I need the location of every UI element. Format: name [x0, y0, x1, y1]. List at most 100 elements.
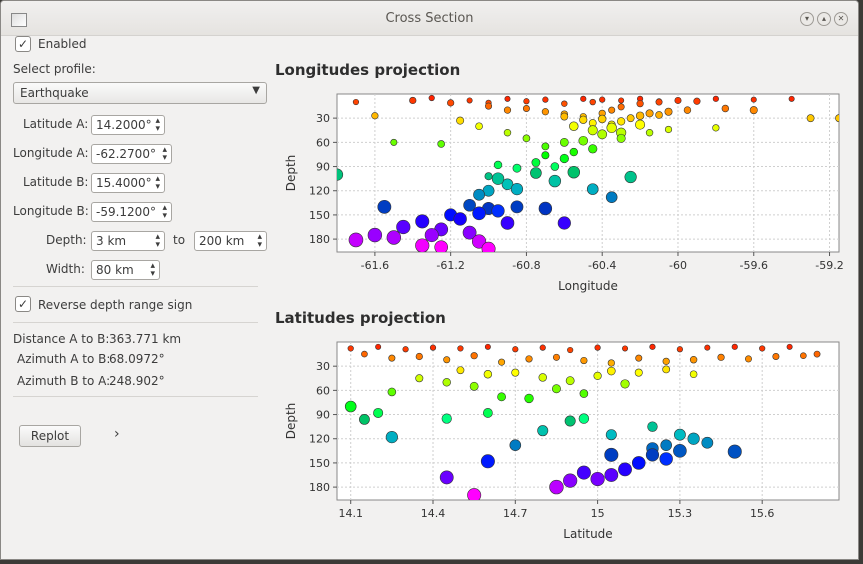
- longitude-a-spinbox[interactable]: -62.2700° ▴ ▾: [91, 144, 172, 164]
- lon-point: [645, 109, 654, 118]
- lat-point: [347, 345, 354, 352]
- lon-point: [500, 216, 515, 230]
- lon-point: [484, 172, 493, 181]
- lon-x-tick-label: -61.2: [436, 259, 464, 272]
- lat-point: [607, 366, 616, 376]
- lat-point: [689, 370, 698, 379]
- longitude-b-spinbox[interactable]: -59.1200° ▴ ▾: [91, 202, 172, 222]
- lon-point: [835, 114, 839, 123]
- lon-point: [473, 188, 485, 201]
- lat-point: [813, 350, 821, 358]
- lat-point: [622, 345, 629, 352]
- lat-point: [549, 479, 564, 495]
- lat-point: [689, 356, 698, 364]
- latitude-b-spinbox[interactable]: 15.4000° ▴ ▾: [91, 173, 165, 193]
- close-button[interactable]: ✕: [834, 12, 848, 26]
- lon-point: [569, 147, 578, 157]
- lat-point: [647, 421, 658, 432]
- lat-point: [415, 352, 423, 361]
- lon-point: [471, 234, 487, 249]
- lat-point: [649, 343, 656, 350]
- lon-point: [424, 228, 439, 243]
- lon-point: [510, 183, 524, 196]
- expand-arrow-icon[interactable]: ›: [114, 426, 120, 442]
- lon-point: [386, 230, 402, 245]
- lon-point: [598, 114, 607, 124]
- lat-point: [687, 432, 700, 445]
- lon-point: [447, 99, 455, 107]
- lat-point: [375, 343, 382, 350]
- reverse-depth-checkbox[interactable]: ✓: [15, 296, 31, 312]
- lon-point: [390, 138, 398, 146]
- lon-x-axis-label: Longitude: [558, 279, 618, 293]
- longitudes-plot-title: Longitudes projection: [275, 61, 461, 79]
- lon-point: [655, 98, 663, 106]
- lon-point: [538, 201, 553, 216]
- lon-point: [371, 112, 379, 120]
- lat-point: [524, 393, 534, 404]
- lat-point: [359, 413, 370, 425]
- lat-y-tick-label: 30: [316, 360, 330, 373]
- depth-from-spinbox[interactable]: 3 km ▴ ▾: [91, 231, 165, 251]
- lon-point: [481, 241, 496, 252]
- check-icon: ✓: [17, 37, 29, 51]
- lat-point: [604, 468, 619, 482]
- lat-point: [800, 352, 807, 360]
- lat-point: [525, 355, 533, 363]
- spin-arrows-icon: ▴ ▾: [155, 116, 160, 134]
- lon-point: [618, 97, 625, 104]
- lon-point: [599, 96, 606, 103]
- latitude-a-spinbox[interactable]: 14.2000° ▴ ▾: [91, 115, 165, 135]
- maximize-button[interactable]: ▴: [817, 12, 831, 26]
- lon-point: [463, 198, 476, 212]
- lat-point: [512, 346, 519, 353]
- lon-point: [664, 125, 673, 134]
- distance-label: Distance A to B:: [13, 332, 110, 346]
- lat-y-tick-label: 120: [309, 433, 330, 446]
- lon-point: [559, 153, 569, 164]
- to-label: to: [173, 233, 186, 247]
- select-profile-label: Select profile:: [13, 62, 96, 76]
- lon-point: [567, 165, 580, 179]
- lon-point: [503, 106, 512, 114]
- lon-point: [617, 117, 626, 126]
- lat-point: [607, 359, 615, 367]
- lon-point: [635, 111, 645, 120]
- depth-to-spinbox[interactable]: 200 km ▴ ▾: [194, 231, 267, 251]
- latitude-b-value: 15.4000°: [96, 176, 152, 190]
- enabled-checkbox[interactable]: ✓: [15, 36, 31, 52]
- lon-point: [580, 95, 587, 102]
- lat-point: [388, 354, 396, 362]
- width-label: Width:: [46, 262, 85, 276]
- lon-point: [530, 167, 542, 179]
- lon-y-tick-label: 90: [316, 161, 330, 174]
- lat-point: [594, 344, 601, 351]
- lon-point: [522, 105, 530, 113]
- lon-point: [788, 95, 795, 102]
- lon-point: [608, 106, 616, 114]
- longitudes-chart: -61.6 -61.2 -60.8 -60.4 -60 -59.6 -59.2 30 60 90 1…: [284, 93, 844, 293]
- lon-point: [655, 111, 663, 119]
- lat-point: [701, 436, 714, 449]
- lat-point: [469, 381, 479, 391]
- minimize-button[interactable]: ▾: [800, 12, 814, 26]
- replot-button[interactable]: Replot: [19, 425, 81, 447]
- lon-point: [712, 95, 719, 102]
- lon-point: [569, 121, 579, 131]
- lon-point: [409, 96, 417, 105]
- lat-x-tick-label: 15.6: [750, 507, 775, 520]
- width-spinbox[interactable]: 80 km ▴ ▾: [91, 260, 160, 280]
- lon-point: [645, 128, 654, 137]
- lon-point: [352, 98, 360, 106]
- lon-point: [557, 216, 571, 230]
- lat-point: [387, 387, 397, 397]
- profile-select[interactable]: Earthquake ▼: [13, 82, 267, 104]
- profile-value: Earthquake: [20, 86, 89, 100]
- spin-arrows-icon: ▴ ▾: [162, 203, 167, 221]
- depth-to-value: 200 km: [199, 234, 245, 248]
- lat-y-tick-label: 180: [309, 481, 330, 494]
- lon-point: [453, 212, 467, 226]
- lat-point: [660, 439, 672, 451]
- spin-arrows-icon: ▴ ▾: [150, 261, 155, 279]
- depth-label: Depth:: [46, 233, 87, 247]
